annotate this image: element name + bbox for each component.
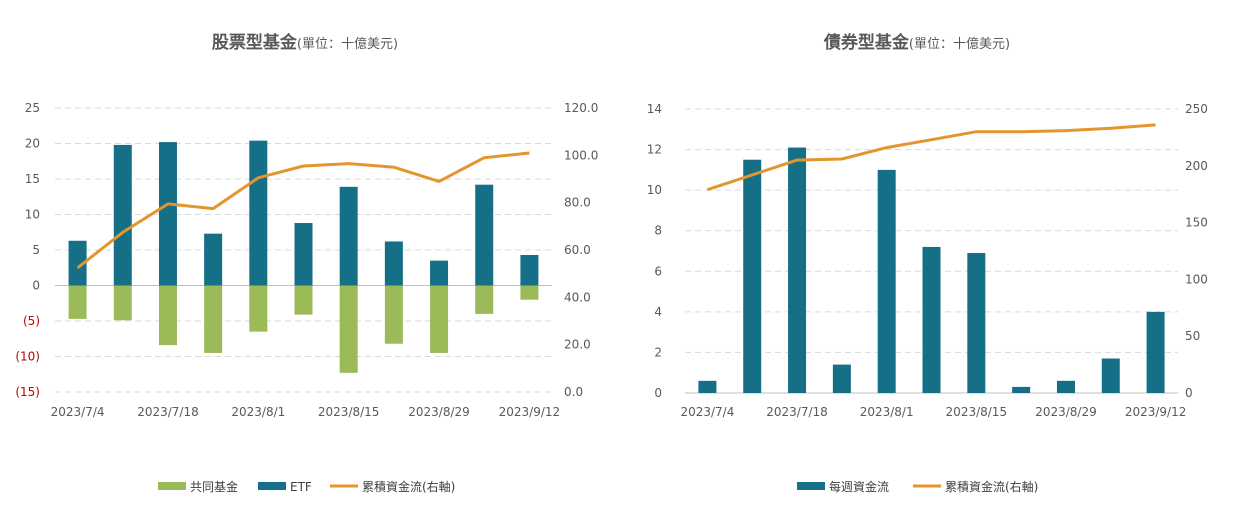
bar-etf xyxy=(788,147,807,393)
bar-etf xyxy=(113,144,132,286)
bar-etf xyxy=(294,223,313,286)
bar-fund xyxy=(204,285,223,353)
bar-etf xyxy=(475,184,494,286)
bar-etf xyxy=(1146,311,1165,393)
cumulative-flow-line xyxy=(76,151,530,269)
right-axis-tick-label: 200 xyxy=(1185,159,1208,173)
legend-swatch xyxy=(158,482,186,490)
right-axis-tick-label: 0 xyxy=(1185,386,1193,400)
bar-fund xyxy=(520,285,539,300)
x-axis-tick-label: 2023/8/29 xyxy=(1035,405,1097,419)
bar-etf xyxy=(1101,358,1120,393)
equity-fund-chart: 股票型基金(單位：十億美元) 25 20 15 10 5 0 (5) (10) (15) 120.0… xyxy=(15,32,598,494)
legend-label: 累積資金流(右軸) xyxy=(362,479,455,494)
chart-title-unit: (單位：十億美元) xyxy=(297,36,398,52)
legend-label: ETF xyxy=(290,480,312,494)
bar-etf xyxy=(158,142,177,286)
legend-label: 每週資金流 xyxy=(829,479,889,494)
bar-fund xyxy=(249,285,268,332)
chart-title-main: 債券型基金 xyxy=(823,32,910,53)
left-axis-tick-label: (10) xyxy=(15,350,40,364)
left-axis-tick-label: 20 xyxy=(25,137,40,151)
bar-etf xyxy=(1012,386,1031,393)
left-axis-tick-label: 14 xyxy=(647,102,662,116)
bar-etf xyxy=(967,253,986,393)
chart-title-main: 股票型基金 xyxy=(212,32,298,53)
left-axis-tick-label: 0 xyxy=(654,386,662,400)
left-axis-tick-label: 2 xyxy=(654,345,662,359)
x-axis-tick-label: 2023/8/29 xyxy=(408,405,470,419)
x-axis-tick-label: 2023/7/4 xyxy=(680,405,734,419)
x-axis-tick-label: 2023/8/15 xyxy=(318,405,380,419)
bar-fund xyxy=(294,285,313,315)
right-axis-tick-label: 60.0 xyxy=(564,243,591,257)
x-axis-tick-label: 2023/9/12 xyxy=(1125,405,1187,419)
bond-fund-chart: 債券型基金(單位：十億美元) 14 12 10 8 6 4 2 0 250 200 150 100 50 0… xyxy=(647,32,1208,494)
left-axis-tick-label: 15 xyxy=(25,172,40,186)
bar-fund xyxy=(68,285,87,319)
left-axis-tick-label: 0 xyxy=(32,279,40,293)
bar-etf xyxy=(698,380,717,393)
left-axis-tick-label: 10 xyxy=(647,183,662,197)
legend-swatch xyxy=(797,482,825,490)
right-axis-tick-label: 120.0 xyxy=(564,101,598,115)
left-axis-tick-label: 10 xyxy=(25,208,40,222)
right-axis-tick-label: 80.0 xyxy=(564,196,591,210)
right-axis-tick-label: 100 xyxy=(1185,272,1208,286)
right-axis-tick-label: 0.0 xyxy=(564,385,583,399)
left-axis-tick-label: 5 xyxy=(32,243,40,257)
bar-etf xyxy=(877,169,896,393)
bar-fund xyxy=(430,285,449,353)
left-axis-tick-label: (5) xyxy=(23,314,40,328)
x-axis-tick-label: 2023/7/4 xyxy=(51,405,105,419)
right-axis-tick-label: 150 xyxy=(1185,216,1208,230)
x-axis-tick-label: 2023/9/12 xyxy=(499,405,561,419)
bar-fund xyxy=(158,285,177,346)
bar-etf xyxy=(922,246,941,393)
bar-etf xyxy=(68,240,87,286)
right-axis-tick-label: 250 xyxy=(1185,102,1208,116)
bar-etf xyxy=(204,233,223,286)
bar-etf xyxy=(249,140,268,286)
bar-etf xyxy=(520,254,539,286)
x-axis-tick-label: 2023/7/18 xyxy=(766,405,828,419)
right-axis-tick-label: 40.0 xyxy=(564,290,591,304)
chart-title-unit: (單位：十億美元) xyxy=(909,36,1010,52)
right-axis-tick-label: 100.0 xyxy=(564,148,598,162)
left-axis-tick-label: 8 xyxy=(654,224,662,238)
left-axis-tick-label: 6 xyxy=(654,264,662,278)
legend-label: 共同基金 xyxy=(190,479,238,494)
bar-fund xyxy=(113,285,132,321)
right-axis-tick-label: 20.0 xyxy=(564,338,591,352)
chart-title: 債券型基金(單位：十億美元) xyxy=(823,32,1010,53)
bar-fund xyxy=(384,285,403,344)
bar-etf xyxy=(743,159,762,393)
bar-etf xyxy=(384,241,403,286)
bar-fund xyxy=(475,285,494,314)
chart-title: 股票型基金(單位：十億美元) xyxy=(212,32,398,53)
x-axis-tick-label: 2023/7/18 xyxy=(137,405,199,419)
left-axis-tick-label: 12 xyxy=(647,143,662,157)
bar-etf xyxy=(430,260,449,286)
x-axis-tick-label: 2023/8/1 xyxy=(231,405,285,419)
bar-etf xyxy=(339,186,358,286)
legend-label: 累積資金流(右軸) xyxy=(945,479,1038,494)
left-axis-tick-label: 25 xyxy=(25,101,40,115)
left-axis-tick-label: (15) xyxy=(15,385,40,399)
right-axis-tick-label: 50 xyxy=(1185,329,1200,343)
legend-swatch xyxy=(258,482,286,490)
cumulative-flow-line xyxy=(706,123,1156,192)
bar-fund xyxy=(339,285,358,373)
x-axis-tick-label: 2023/8/15 xyxy=(946,405,1008,419)
bar-etf xyxy=(1056,380,1075,393)
bar-etf xyxy=(832,364,851,393)
left-axis-tick-label: 4 xyxy=(654,305,662,319)
x-axis-tick-label: 2023/8/1 xyxy=(860,405,914,419)
